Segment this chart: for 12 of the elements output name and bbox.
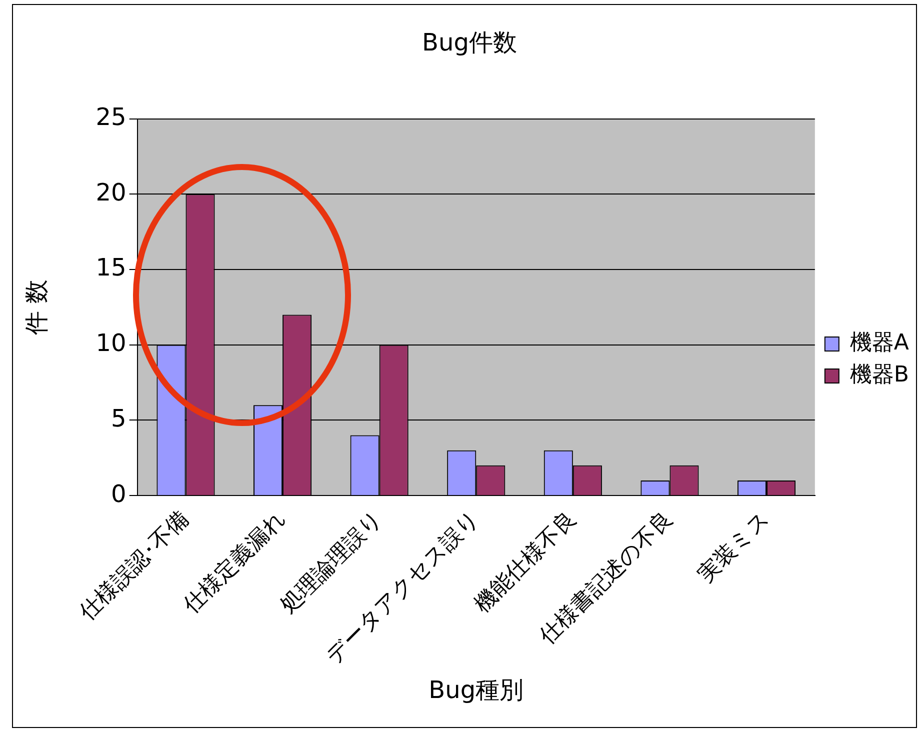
- y-tick-label: 15: [96, 254, 126, 282]
- y-tick-label: 25: [96, 103, 126, 132]
- y-axis-title: 件 数: [22, 279, 51, 336]
- chart-title: Bug件数: [422, 28, 517, 57]
- legend-label: 機器A: [850, 330, 909, 356]
- y-tick-label: 5: [111, 404, 126, 432]
- x-axis-title: Bug種別: [428, 676, 524, 704]
- y-tick-label: 20: [96, 178, 126, 206]
- x-tick-label: 実装ミス: [693, 506, 775, 588]
- y-tick-label: 10: [96, 329, 126, 358]
- y-tick-label: 0: [111, 480, 126, 508]
- legend-label: 機器B: [850, 362, 909, 388]
